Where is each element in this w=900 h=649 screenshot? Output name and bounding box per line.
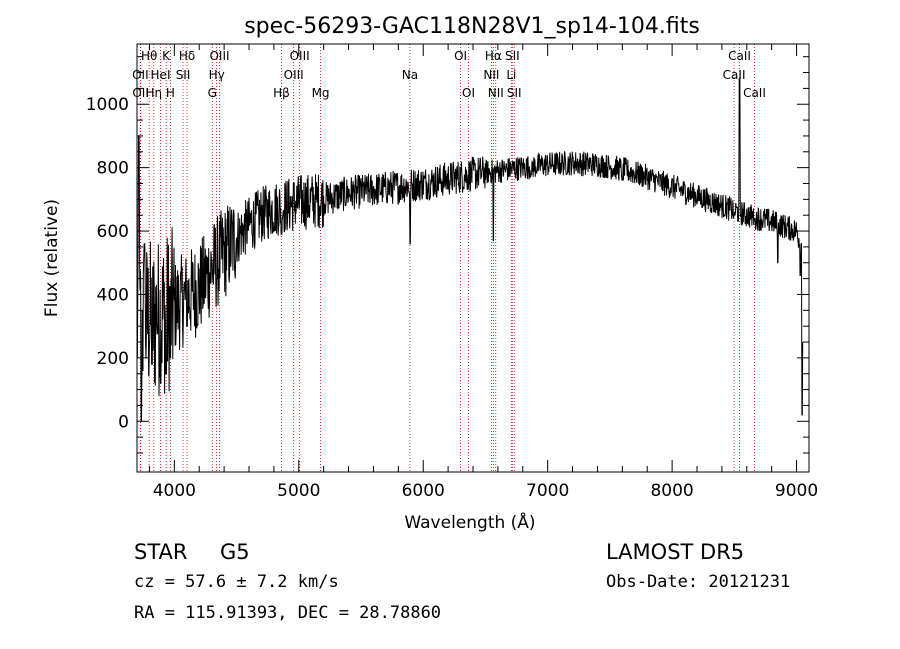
- line-label-OII: OII: [132, 86, 149, 100]
- line-label-CaII: CaII: [743, 86, 766, 100]
- x-axis: 4000 5000 6000 7000 8000 9000: [148, 44, 818, 501]
- line-label-NII: NII: [488, 86, 504, 100]
- line-label-OIII: OIII: [209, 49, 229, 63]
- line-label-HeI: HeI: [151, 68, 171, 82]
- line-label-Hβ: Hβ: [273, 86, 290, 100]
- survey-name: LAMOST DR5: [606, 540, 745, 564]
- x-tick-label: 9000: [775, 481, 818, 501]
- redshift-cz: cz = 57.6 ± 7.2 km/s: [134, 572, 339, 592]
- y-tick-label: 0: [118, 412, 129, 432]
- line-label-CaII: CaII: [723, 68, 746, 82]
- line-label-Mg: Mg: [312, 86, 330, 100]
- line-label-SII: SII: [505, 49, 520, 63]
- line-label-OI: OI: [454, 49, 467, 63]
- line-label-H: H: [166, 86, 175, 100]
- line-label-CaII: CaII: [728, 49, 751, 63]
- x-tick-label: 4000: [153, 481, 196, 501]
- obs-date: Obs-Date: 20121231: [606, 572, 791, 592]
- spectrum-line: [136, 78, 804, 422]
- line-label-K: K: [162, 49, 171, 63]
- line-label-OIII: OIII: [290, 49, 310, 63]
- object-type: STAR: [134, 540, 188, 564]
- plot-frame: [136, 43, 810, 473]
- line-label-SII: SII: [507, 86, 522, 100]
- x-tick-label: 7000: [526, 481, 569, 501]
- chart-title: spec-56293-GAC118N28V1_sp14-104.fits: [244, 14, 700, 39]
- subclass: G5: [220, 540, 250, 564]
- y-tick-label: 1000: [86, 95, 129, 115]
- line-label-Hδ: Hδ: [179, 49, 195, 63]
- x-tick-label: 6000: [402, 481, 445, 501]
- y-tick-label: 200: [97, 349, 129, 369]
- y-axis-label: Flux (relative): [42, 199, 62, 317]
- line-label-Hα: Hα: [485, 49, 502, 63]
- line-label-G: G: [208, 86, 217, 100]
- y-axis: 0 200 400 600 800 1000: [86, 56, 809, 454]
- line-label-OII: OII: [132, 68, 149, 82]
- line-label-OIII: OIII: [284, 68, 304, 82]
- x-tick-label: 5000: [277, 481, 320, 501]
- line-label-Li: Li: [506, 68, 516, 82]
- y-tick-label: 400: [97, 285, 129, 305]
- x-tick-label: 8000: [650, 481, 693, 501]
- ra-dec: RA = 115.91393, DEC = 28.78860: [134, 603, 442, 623]
- line-label-Hη: Hη: [145, 86, 162, 100]
- line-label-OI: OI: [462, 86, 475, 100]
- x-axis-label: Wavelength (Å): [404, 511, 535, 533]
- line-label-NII: NII: [483, 68, 499, 82]
- line-label-Hγ: Hγ: [209, 68, 225, 82]
- line-label-Na: Na: [402, 68, 418, 82]
- y-tick-label: 800: [97, 159, 129, 179]
- line-label-SII: SII: [176, 68, 191, 82]
- line-label-Hθ: Hθ: [141, 49, 157, 63]
- y-tick-label: 600: [97, 222, 129, 242]
